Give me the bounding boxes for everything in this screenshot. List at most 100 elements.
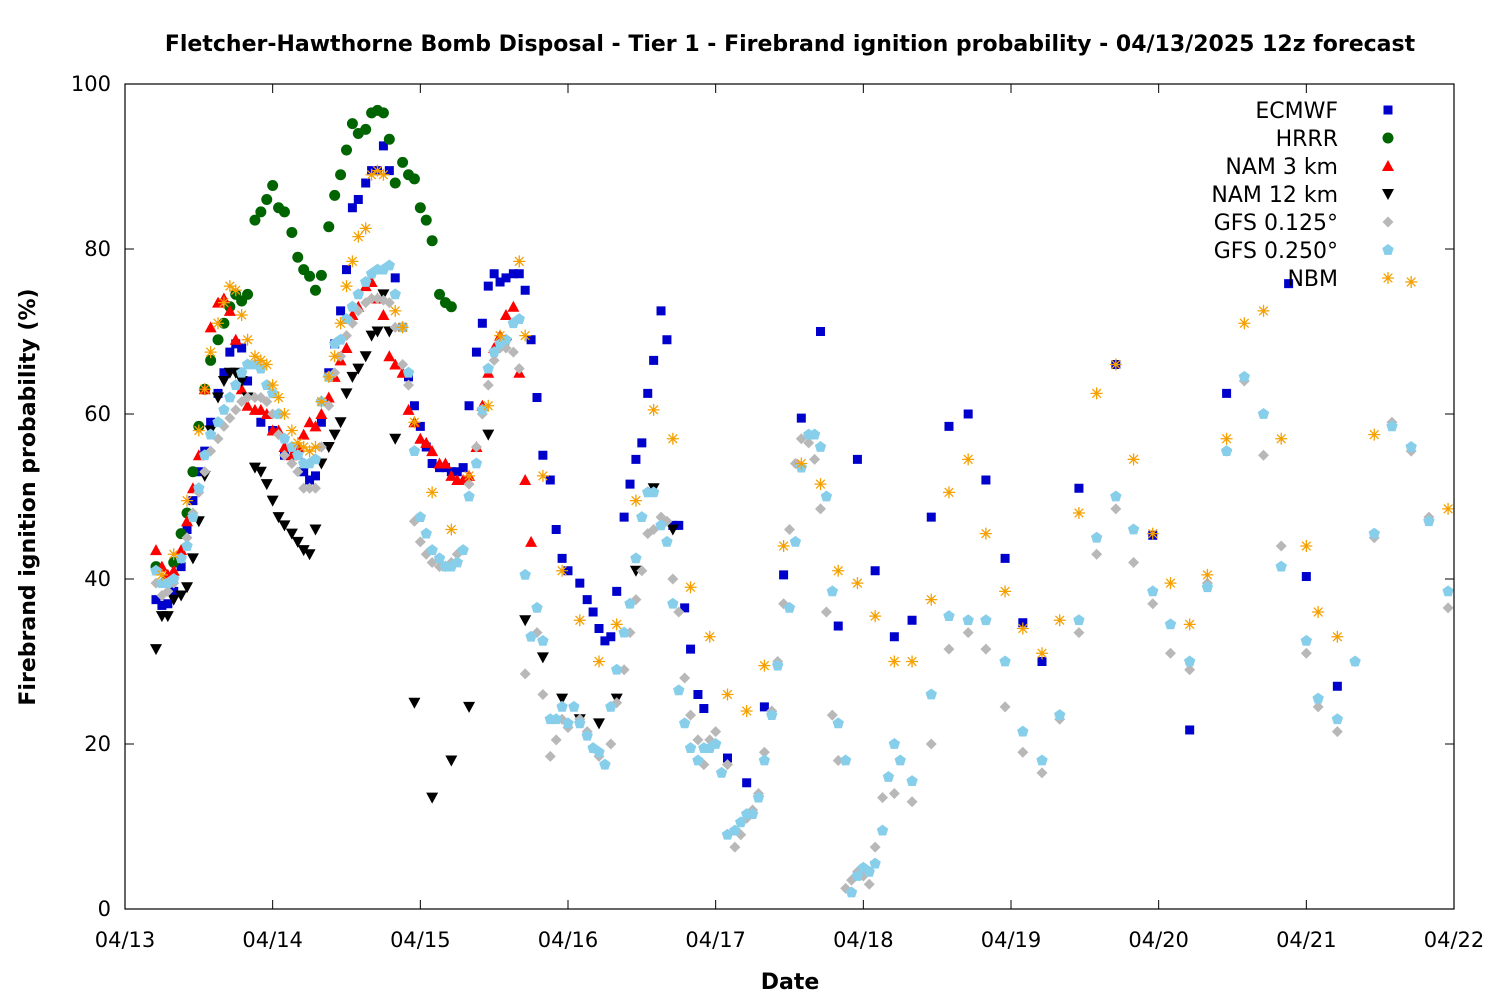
data-point — [649, 355, 659, 365]
data-point — [229, 284, 242, 297]
data-point — [519, 568, 531, 580]
data-point — [906, 655, 919, 668]
data-point — [1238, 370, 1251, 382]
data-point — [255, 206, 267, 218]
data-point — [980, 643, 992, 655]
x-tick-label: 04/13 — [95, 928, 156, 952]
data-point — [1184, 664, 1196, 676]
data-point — [692, 734, 704, 746]
data-point — [610, 618, 623, 631]
data-point — [365, 168, 378, 181]
data-point — [304, 270, 316, 282]
data-point — [999, 655, 1011, 667]
data-point — [414, 511, 427, 522]
data-point — [1016, 622, 1029, 635]
data-point — [758, 746, 770, 758]
data-point — [224, 412, 236, 424]
data-point — [686, 644, 696, 654]
data-point — [581, 729, 593, 741]
data-point — [445, 469, 458, 481]
data-point — [1109, 358, 1122, 371]
data-point — [248, 350, 261, 363]
data-point — [630, 552, 642, 564]
data-point — [241, 333, 254, 346]
y-tick-label: 0 — [98, 897, 111, 921]
data-point — [426, 235, 438, 247]
data-point — [1349, 655, 1361, 667]
data-point — [377, 107, 389, 119]
data-point — [795, 457, 808, 470]
data-point — [194, 467, 204, 477]
data-point — [536, 652, 549, 664]
data-point — [599, 758, 611, 770]
data-point — [963, 409, 973, 419]
data-point — [304, 482, 316, 494]
data-point — [223, 304, 236, 316]
data-point — [729, 824, 741, 836]
x-tick-label: 04/15 — [390, 928, 451, 952]
data-point — [155, 568, 168, 581]
data-point — [383, 350, 396, 362]
data-point — [680, 603, 690, 613]
series-6 — [155, 164, 1455, 717]
data-point — [225, 347, 235, 357]
data-point — [286, 227, 298, 238]
data-point — [451, 556, 463, 568]
data-point — [557, 553, 567, 563]
data-point — [1275, 560, 1287, 572]
data-point — [359, 276, 372, 287]
data-point — [309, 453, 322, 465]
data-point — [1017, 725, 1029, 737]
data-point — [303, 549, 316, 561]
data-point — [612, 586, 622, 596]
data-point — [260, 358, 273, 371]
data-point — [513, 363, 525, 375]
y-tick-label: 20 — [84, 732, 111, 756]
series-4 — [150, 293, 1454, 894]
data-point — [538, 450, 548, 460]
data-point — [889, 632, 899, 642]
data-point — [255, 362, 267, 374]
data-point — [378, 141, 388, 151]
data-point — [508, 269, 518, 279]
data-point — [662, 335, 672, 345]
data-point — [814, 478, 827, 491]
data-point — [383, 259, 396, 271]
data-point — [458, 463, 468, 473]
data-point — [482, 429, 495, 441]
data-point — [334, 333, 347, 345]
data-point — [678, 717, 691, 729]
data-point — [514, 269, 524, 279]
data-point — [870, 566, 880, 576]
data-point — [352, 363, 365, 375]
data-point — [1258, 449, 1270, 461]
data-point — [157, 600, 167, 610]
data-point — [550, 713, 562, 725]
data-point — [1300, 634, 1313, 646]
data-point — [796, 413, 806, 423]
data-point — [1238, 317, 1251, 330]
data-point — [291, 536, 304, 548]
data-point — [1405, 276, 1418, 288]
y-tick-label: 100 — [71, 72, 111, 96]
data-point — [408, 173, 420, 185]
x-tick-label: 04/16 — [538, 928, 599, 952]
data-point — [261, 396, 273, 408]
data-point — [187, 466, 199, 478]
data-point — [309, 441, 322, 453]
data-point — [826, 585, 839, 597]
data-point — [568, 700, 580, 712]
data-point — [483, 281, 493, 291]
data-point — [292, 251, 304, 263]
data-point — [167, 564, 180, 576]
data-point — [414, 536, 426, 548]
data-point — [361, 178, 371, 188]
legend-label: GFS 0.125° — [1214, 211, 1338, 236]
data-point — [1312, 606, 1325, 618]
data-point — [340, 280, 353, 293]
data-point — [383, 297, 395, 309]
data-point — [482, 379, 494, 391]
data-point — [297, 545, 310, 557]
data-point — [315, 395, 328, 408]
data-point — [464, 401, 474, 411]
